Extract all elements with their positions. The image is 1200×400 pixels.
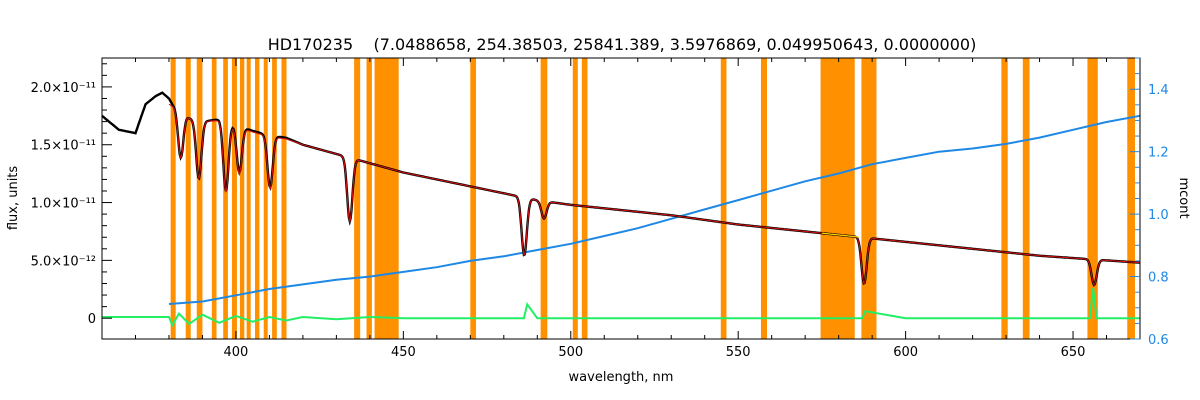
y2-tick-label: 1.2 — [1148, 146, 1169, 161]
masked-region-20 — [760, 58, 767, 339]
masked-region-21 — [820, 58, 855, 339]
masked-region-16 — [540, 58, 548, 339]
y2-tick-label: 1.0 — [1148, 208, 1169, 223]
y2-axis-title: mcont — [1176, 177, 1191, 218]
y2-tick-label: 0.8 — [1148, 271, 1169, 286]
y2-tick-label: 1.4 — [1148, 83, 1169, 98]
y-axis-title: flux, units — [6, 166, 21, 231]
masked-region-1 — [185, 58, 191, 339]
x-axis: 400 450 500 550 600 650 — [134, 58, 1108, 360]
y-axis-left: 0 5.0×10⁻¹² 1.0×10⁻¹¹ 1.5×10⁻¹¹ 2.0×10⁻¹¹ — [31, 63, 112, 327]
y-tick-label: 2.0×10⁻¹¹ — [31, 81, 96, 96]
masked-regions — [170, 58, 1135, 339]
y2-tick-label: 0.6 — [1148, 333, 1169, 348]
masked-region-10 — [272, 58, 277, 339]
masked-region-19 — [720, 58, 727, 339]
y-axis-right: 0.6 0.8 1.0 1.2 1.4 — [1130, 57, 1169, 348]
masked-region-26 — [1127, 58, 1135, 339]
masked-region-18 — [581, 58, 588, 339]
masked-region-2 — [196, 58, 203, 339]
masked-region-9 — [263, 58, 268, 339]
masked-region-22 — [861, 58, 877, 339]
chart-title: HD170235 (7.0488658, 254.38503, 25841.38… — [268, 35, 977, 54]
masked-region-8 — [255, 58, 260, 339]
series-mcont — [168, 114, 1141, 305]
series-residual — [102, 287, 1140, 328]
series-fit-overlay — [821, 232, 859, 238]
y-tick-label: 1.5×10⁻¹¹ — [31, 139, 96, 154]
masked-region-3 — [211, 58, 217, 339]
masked-region-6 — [239, 58, 245, 339]
masked-region-23 — [1001, 58, 1008, 339]
masked-region-5 — [231, 58, 237, 339]
x-axis-title: wavelength, nm — [569, 370, 674, 385]
masked-region-7 — [246, 58, 251, 339]
y-tick-label: 1.0×10⁻¹¹ — [31, 197, 96, 212]
x-tick-label: 500 — [558, 345, 583, 360]
masked-region-17 — [572, 58, 578, 339]
masked-region-11 — [281, 58, 287, 339]
series-layer — [101, 91, 1141, 328]
masked-region-25 — [1087, 58, 1098, 339]
masked-region-14 — [374, 58, 399, 339]
x-tick-label: 450 — [391, 345, 416, 360]
masked-region-13 — [366, 58, 372, 339]
y-tick-label: 5.0×10⁻¹² — [31, 254, 96, 269]
masked-region-0 — [170, 58, 176, 339]
masked-region-15 — [470, 58, 477, 339]
x-tick-label: 550 — [726, 345, 751, 360]
masked-region-12 — [354, 58, 361, 339]
x-tick-label: 650 — [1061, 345, 1086, 360]
masked-region-4 — [223, 58, 228, 339]
y-tick-label: 0 — [88, 312, 96, 327]
series-model-fit — [168, 103, 1141, 286]
masked-region-24 — [1022, 58, 1030, 339]
x-tick-label: 400 — [224, 345, 249, 360]
x-tick-label: 600 — [893, 345, 918, 360]
